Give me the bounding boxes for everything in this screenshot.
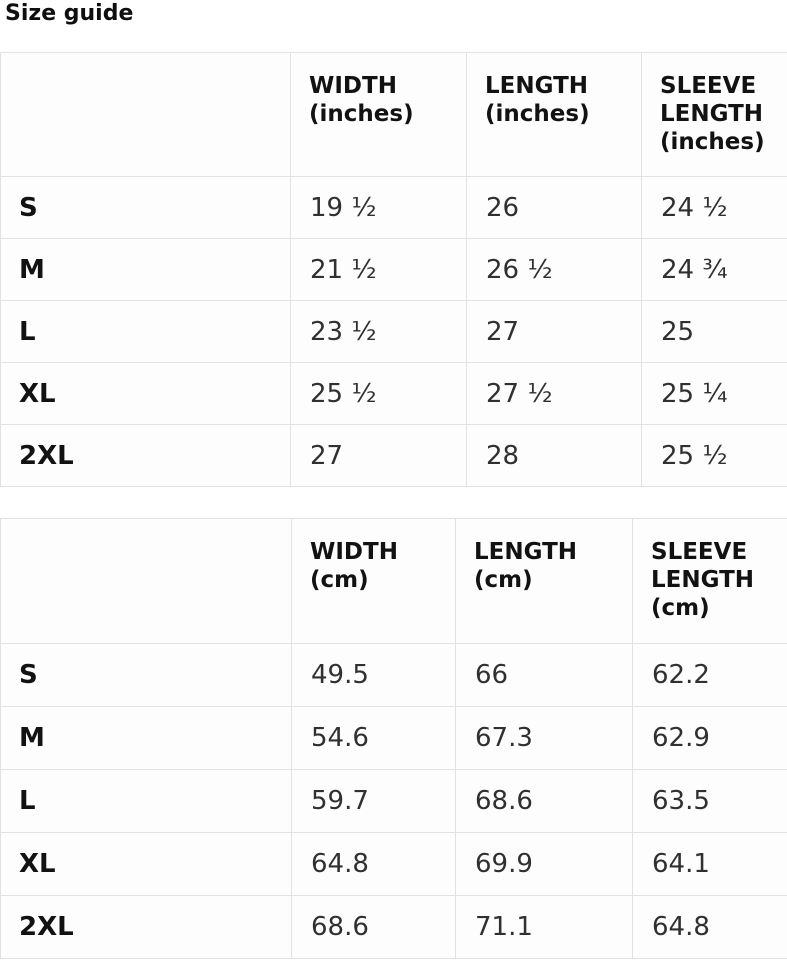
cm-table-header: WIDTH (cm) LENGTH (cm) SLEEVE LENGTH (cm… <box>0 518 787 644</box>
length-value: 71.1 <box>455 895 633 959</box>
table-row-m: M 21 ½ 26 ½ 24 ¾ <box>0 238 787 301</box>
inches-size-table: WIDTH (inches) LENGTH (inches) SLEEVE LE… <box>0 52 787 487</box>
size-label: S <box>0 176 291 239</box>
size-label: L <box>0 769 292 833</box>
sleeve-length-value: 24 ½ <box>641 176 787 239</box>
size-label: 2XL <box>0 424 291 487</box>
sleeve-length-inches-header: SLEEVE LENGTH (inches) <box>641 52 787 177</box>
length-value: 69.9 <box>455 832 633 896</box>
sleeve-length-value: 25 ½ <box>641 424 787 487</box>
table-row-l: L 59.7 68.6 63.5 <box>0 769 787 833</box>
size-label: XL <box>0 832 292 896</box>
sleeve-length-value: 25 ¼ <box>641 362 787 425</box>
inches-table-header: WIDTH (inches) LENGTH (inches) SLEEVE LE… <box>0 52 787 177</box>
width-value: 23 ½ <box>290 300 467 363</box>
length-value: 27 ½ <box>466 362 642 425</box>
sleeve-length-value: 62.9 <box>632 706 787 770</box>
sleeve-length-value: 25 <box>641 300 787 363</box>
sleeve-length-value: 24 ¾ <box>641 238 787 301</box>
width-value: 21 ½ <box>290 238 467 301</box>
size-label: M <box>0 706 292 770</box>
length-value: 28 <box>466 424 642 487</box>
table-row-m: M 54.6 67.3 62.9 <box>0 706 787 770</box>
corner-cell <box>0 518 292 644</box>
table-row-xl: XL 25 ½ 27 ½ 25 ¼ <box>0 362 787 425</box>
width-value: 49.5 <box>291 643 456 707</box>
size-label: XL <box>0 362 291 425</box>
width-value: 59.7 <box>291 769 456 833</box>
width-value: 27 <box>290 424 467 487</box>
length-value: 26 <box>466 176 642 239</box>
width-cm-header: WIDTH (cm) <box>291 518 456 644</box>
table-row-2xl: 2XL 68.6 71.1 64.8 <box>0 895 787 959</box>
inches-table-body: S 19 ½ 26 24 ½ M 21 ½ 26 ½ 24 ¾ L 23 ½ 2… <box>0 176 787 487</box>
width-value: 68.6 <box>291 895 456 959</box>
length-value: 66 <box>455 643 633 707</box>
cm-size-table: WIDTH (cm) LENGTH (cm) SLEEVE LENGTH (cm… <box>0 518 787 959</box>
length-value: 67.3 <box>455 706 633 770</box>
page-title: Size guide <box>5 1 134 26</box>
table-row-l: L 23 ½ 27 25 <box>0 300 787 363</box>
table-row-s: S 49.5 66 62.2 <box>0 643 787 707</box>
sleeve-length-value: 64.8 <box>632 895 787 959</box>
length-value: 68.6 <box>455 769 633 833</box>
sleeve-length-cm-header: SLEEVE LENGTH (cm) <box>632 518 787 644</box>
sleeve-length-value: 63.5 <box>632 769 787 833</box>
width-inches-header: WIDTH (inches) <box>290 52 467 177</box>
sleeve-length-value: 62.2 <box>632 643 787 707</box>
table-row-s: S 19 ½ 26 24 ½ <box>0 176 787 239</box>
size-label: S <box>0 643 292 707</box>
length-cm-header: LENGTH (cm) <box>455 518 633 644</box>
size-label: 2XL <box>0 895 292 959</box>
width-value: 19 ½ <box>290 176 467 239</box>
table-row-2xl: 2XL 27 28 25 ½ <box>0 424 787 487</box>
width-value: 64.8 <box>291 832 456 896</box>
table-row-xl: XL 64.8 69.9 64.1 <box>0 832 787 896</box>
length-inches-header: LENGTH (inches) <box>466 52 642 177</box>
cm-table-body: S 49.5 66 62.2 M 54.6 67.3 62.9 L 59.7 6… <box>0 643 787 959</box>
width-value: 54.6 <box>291 706 456 770</box>
length-value: 27 <box>466 300 642 363</box>
header-row: WIDTH (cm) LENGTH (cm) SLEEVE LENGTH (cm… <box>0 518 787 644</box>
length-value: 26 ½ <box>466 238 642 301</box>
sleeve-length-value: 64.1 <box>632 832 787 896</box>
width-value: 25 ½ <box>290 362 467 425</box>
size-label: L <box>0 300 291 363</box>
header-row: WIDTH (inches) LENGTH (inches) SLEEVE LE… <box>0 52 787 177</box>
size-label: M <box>0 238 291 301</box>
corner-cell <box>0 52 291 177</box>
